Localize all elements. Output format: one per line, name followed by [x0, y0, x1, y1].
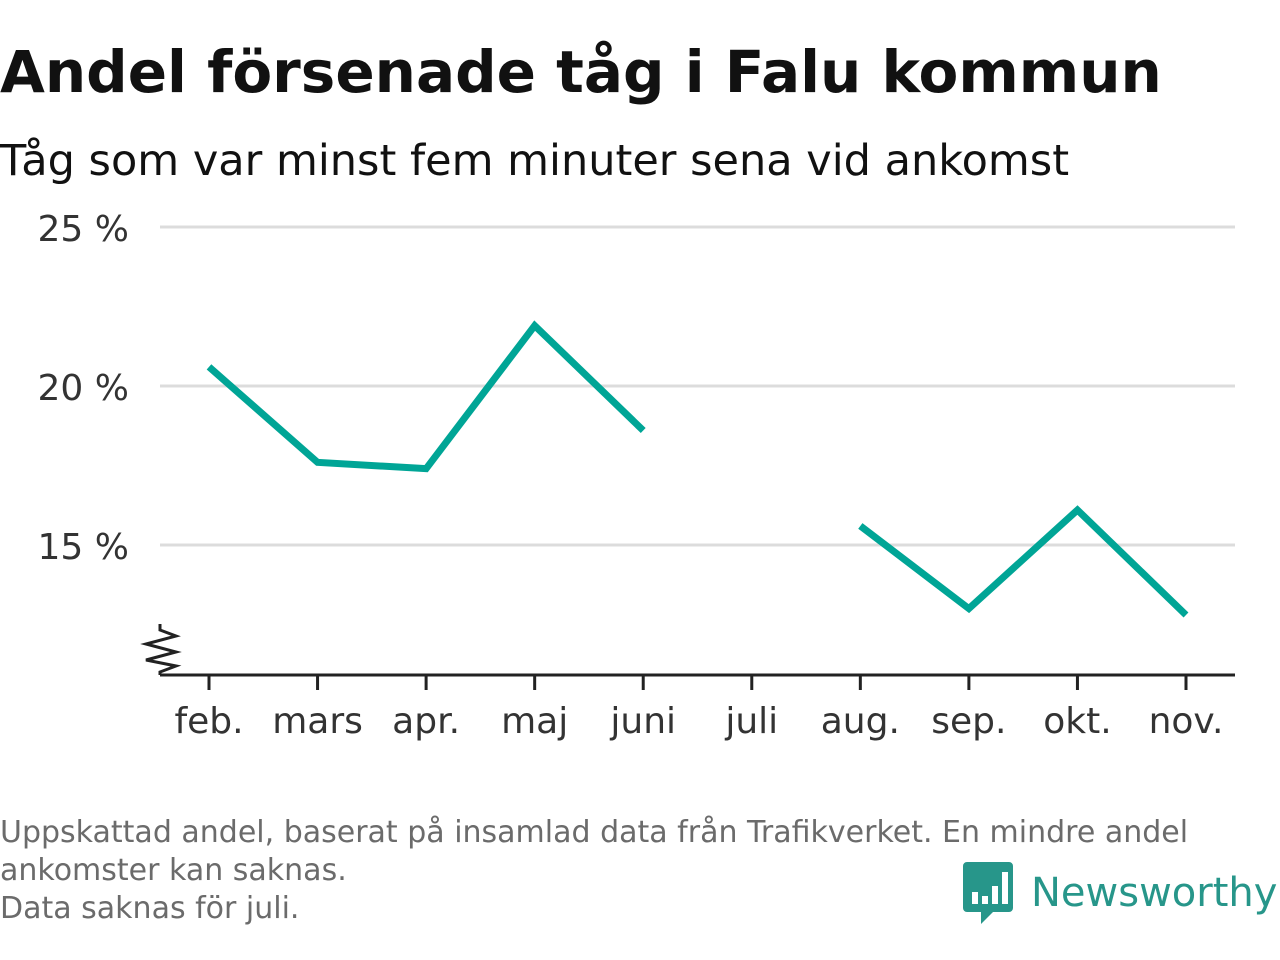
- chart-title: Andel försenade tåg i Falu kommun: [0, 38, 1162, 106]
- x-tick-label: sep.: [931, 701, 1006, 742]
- y-tick-label: 15 %: [38, 527, 129, 568]
- x-tick-label: okt.: [1043, 701, 1111, 742]
- x-tick-label: mars: [272, 701, 363, 742]
- chart-subtitle: Tåg som var minst fem minuter sena vid a…: [0, 136, 1070, 186]
- x-tick-label: aug.: [821, 701, 900, 742]
- line-chart: 15 % 20 % 25 % feb. mars apr. maj juni juli aug.…: [38, 209, 1235, 742]
- footnote-line-1: Uppskattad andel, baserat på insamlad da…: [0, 815, 1189, 850]
- brand-logo: Newsworthy: [963, 862, 1277, 924]
- x-tick-label: feb.: [174, 701, 243, 742]
- x-tick-label: maj: [501, 701, 568, 742]
- footnote-line-3: Data saknas för juli.: [0, 891, 300, 926]
- footnote-line-2: ankomster kan saknas.: [0, 853, 347, 888]
- x-tick-label: juni: [609, 701, 676, 742]
- y-tick-label: 20 %: [38, 368, 129, 409]
- series-line-segment: [858, 505, 1189, 618]
- y-tick-label: 25 %: [38, 209, 129, 250]
- bar-chart-speech-bubble-icon: [963, 862, 1013, 924]
- brand-name: Newsworthy: [1031, 870, 1278, 916]
- axis-break-mark: [140, 624, 182, 675]
- x-tick-label: juli: [724, 701, 778, 742]
- footnote: Uppskattad andel, baserat på insamlad da…: [0, 814, 1270, 928]
- x-tick-label: nov.: [1149, 701, 1224, 742]
- x-tick-label: apr.: [392, 701, 460, 742]
- series-line-segment: [206, 320, 646, 473]
